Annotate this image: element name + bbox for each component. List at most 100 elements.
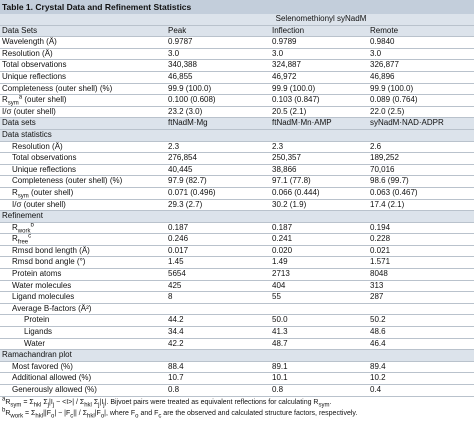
cell [368, 303, 474, 316]
row-label: Ligands [0, 326, 166, 339]
subscript: j [98, 401, 100, 408]
table-row: Water molecules 425 404 313 [0, 280, 474, 293]
cell: 0.9787 [166, 36, 270, 49]
cell: 1.571 [368, 256, 474, 270]
text: R [5, 409, 11, 417]
subscript: free [17, 239, 29, 246]
row-label: Rmsd bond angle (°) [0, 256, 166, 270]
cell: 0.8 [270, 384, 368, 397]
cell: 20.5 (2.1) [270, 106, 368, 119]
column-header: Remote [368, 25, 474, 38]
cell: 99.9 (100.0) [368, 83, 474, 96]
table-row: Unique reflections 40,445 38,866 70,016 [0, 164, 474, 177]
cell [0, 14, 166, 26]
superscript: b [2, 407, 6, 414]
subscript: o [50, 412, 55, 419]
table-row: Unique reflections 46,855 46,972 46,896 [0, 71, 474, 84]
table-row: Rmsd bond length (Å) 0.017 0.020 0.021 [0, 245, 474, 258]
footnotes: aRsym = Σhkl Σj|Ij − <I>| / Σhkl Σj|Ij|.… [0, 396, 474, 419]
cell: 189,252 [368, 152, 474, 165]
text: R [12, 222, 18, 232]
cell: 10.2 [368, 372, 474, 385]
table-row: Ramachandran plot [0, 349, 474, 362]
subscript: hkl [87, 412, 95, 419]
subscript: c [158, 412, 162, 419]
table-row: Rmsd bond angle (°) 1.45 1.49 1.571 [0, 256, 474, 270]
table-row: Total observations 276,854 250,357 189,252 [0, 152, 474, 165]
cell: 2.3 [166, 141, 270, 154]
row-label: Unique reflections [0, 164, 166, 177]
subscript: o [100, 412, 105, 419]
text: R [12, 187, 18, 197]
cell: 0.100 (0.608) [166, 94, 270, 107]
cell: 0.246 [166, 233, 270, 246]
row-label: Completeness (outer shell) (%) [0, 175, 166, 188]
row-label: Resolution (Å) [0, 48, 166, 61]
cell: 48.7 [270, 338, 368, 351]
table-row: Rsym (outer shell) 0.071 (0.496) 0.066 (0.… [0, 187, 474, 200]
cell: 88.4 [166, 361, 270, 374]
subscript: hkl [84, 401, 92, 408]
cell: 0.066 (0.444) [270, 187, 368, 200]
cell: 0.194 [368, 222, 474, 235]
cell: 2713 [270, 268, 368, 281]
cell: 8 [166, 291, 270, 304]
text: R [5, 398, 11, 406]
text: | − |F [54, 409, 71, 417]
cell: 0.4 [368, 384, 474, 397]
text: are the observed and calculated structur… [161, 409, 358, 417]
subscript: hkl [33, 401, 42, 408]
cell: 0.228 [368, 233, 474, 246]
cell: 1.45 [166, 256, 270, 270]
table-row: Resolution (Å) 3.0 3.0 3.0 [0, 48, 474, 61]
text: |. Bijvoet pairs were treated as equival… [104, 398, 319, 406]
superscript: a [18, 94, 23, 101]
table-row: Selenomethionyl syNadM [0, 14, 474, 26]
row-label: Ligand molecules [0, 291, 166, 304]
table-title: Table 1. Crystal Data and Refinement Sta… [0, 0, 474, 14]
cell: 250,357 [270, 152, 368, 165]
table-row: Ligands 34.4 41.3 48.6 [0, 326, 474, 339]
cell: 0.017 [166, 245, 270, 258]
row-label: I/σ (outer shell) [0, 106, 166, 119]
text: || / Σ [73, 409, 88, 417]
subscript: c [70, 412, 74, 419]
cell: 70,016 [368, 164, 474, 177]
cell: 324,887 [270, 59, 368, 72]
row-label: Rsym (outer shell) [0, 187, 166, 200]
cell: 3.0 [270, 48, 368, 61]
cell: 46,896 [368, 71, 474, 84]
footnote: aRsym = Σhkl Σj|Ij − <I>| / Σhkl Σj|Ij|.… [2, 396, 474, 408]
cell [270, 303, 368, 316]
row-label: Total observations [0, 59, 166, 72]
cell: 40,445 [166, 164, 270, 177]
text: and F [138, 409, 159, 417]
cell: 41.3 [270, 326, 368, 339]
table-row: Resolution (Å) 2.3 2.3 2.6 [0, 141, 474, 154]
subscript: j [103, 401, 105, 408]
section-title: Ramachandran plot [0, 349, 474, 362]
text: ||F [43, 409, 51, 417]
text: |F [94, 409, 101, 417]
text: Σ [41, 398, 48, 406]
subscript: sym [7, 100, 19, 107]
cell: 99.9 (100.0) [270, 83, 368, 96]
subscript: sym [10, 401, 22, 408]
cell: 34.4 [166, 326, 270, 339]
row-label: Wavelength (Å) [0, 36, 166, 49]
cell: 313 [368, 280, 474, 293]
cell: 46.4 [368, 338, 474, 351]
cell: 0.9840 [368, 36, 474, 49]
cell: 0.020 [270, 245, 368, 258]
superscript: a [2, 396, 6, 403]
table-row: Most favored (%) 88.4 89.1 89.4 [0, 361, 474, 374]
table-row: Ligand molecules 8 55 287 [0, 291, 474, 304]
table-row: Data statistics [0, 129, 474, 142]
cell: 42.2 [166, 338, 270, 351]
text: = Σ [21, 398, 34, 406]
table-row: I/σ (outer shell) 23.2 (3.0) 20.5 (2.1) 22.… [0, 106, 474, 119]
cell: 97.9 (82.7) [166, 175, 270, 188]
cell: 89.4 [368, 361, 474, 374]
section-title: Data statistics [0, 129, 474, 142]
cell: 0.071 (0.496) [166, 187, 270, 200]
